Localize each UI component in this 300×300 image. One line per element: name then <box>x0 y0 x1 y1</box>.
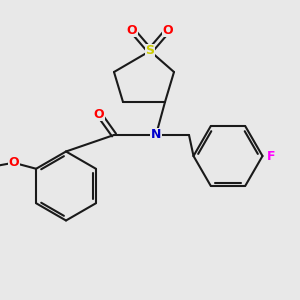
Text: O: O <box>94 107 104 121</box>
Text: O: O <box>163 23 173 37</box>
Text: O: O <box>8 156 19 169</box>
Text: S: S <box>146 44 154 58</box>
Text: F: F <box>267 149 275 163</box>
Text: O: O <box>127 23 137 37</box>
Text: N: N <box>151 128 161 142</box>
